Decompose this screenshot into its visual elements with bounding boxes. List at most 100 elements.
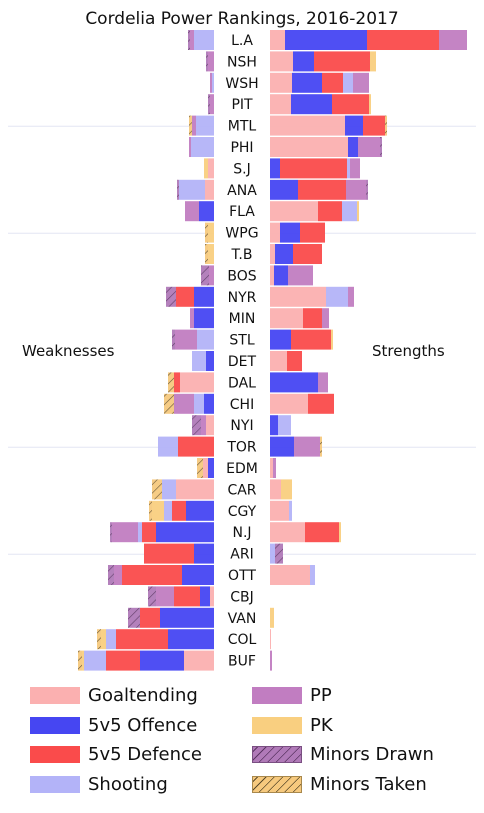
legend-label-shooting: Shooting [88,773,168,795]
bar-strength-buf-pp [270,650,272,671]
bar-weakness-ana-minors-drawn [177,179,179,200]
bar-weakness-nyr-5v5-defence [176,286,194,307]
team-label-ari: ARI [230,547,253,563]
bar-weakness-det-5v5-offence [206,351,214,371]
bar-weakness-wsh-shooting [212,72,214,93]
bar-strength-bos-5v5-offence [274,265,288,286]
team-label-chi: CHI [230,397,254,413]
bar-weakness-l-a-shooting [194,30,214,50]
bar-weakness-min-pp [190,308,194,329]
bar-strength-det-5v5-defence [287,351,302,371]
bar-weakness-t-b-minors-taken [205,244,208,264]
bar-strength-wpg-5v5-defence [300,222,325,243]
bar-weakness-nsh-minors-drawn [206,51,208,72]
bar-strength-nyr-shooting [326,286,348,307]
bar-strength-col-goaltending [270,629,271,650]
bar-strength-pit-pk [369,94,371,115]
bar-strength-n-j-pk [339,522,341,543]
bar-strength-phi-goaltending [270,137,348,157]
bar-weakness-n-j-minors-drawn [110,522,112,543]
bar-weakness-nyi-pp [201,415,206,436]
bar-weakness-tor-shooting [158,436,178,457]
legend-item-pp: PP [252,684,332,706]
legend-item-5v5-offence: 5v5 Offence [30,714,197,736]
legend-label-goaltending: Goaltending [88,684,198,706]
bar-strength-dal-5v5-offence [270,372,318,393]
bar-weakness-ana-shooting [179,179,205,200]
bar-weakness-bos-minors-drawn [201,265,209,286]
legend-item-minors-taken: Minors Taken [252,773,427,795]
legend-label-minors-drawn: Minors Drawn [310,743,434,765]
legend-swatch-pk [252,716,302,734]
bar-weakness-col-5v5-offence [168,629,214,650]
bar-strength-stl-5v5-offence [270,329,291,350]
bar-strength-n-j-5v5-defence [305,522,339,543]
bar-weakness-ari-5v5-offence [194,543,214,564]
bar-weakness-van-5v5-defence [140,607,160,628]
bar-strength-l-a-5v5-defence [367,30,439,50]
bar-strength-phi-pp [358,137,380,157]
bar-weakness-phi-shooting [191,137,214,157]
bar-weakness-n-j-5v5-defence [142,522,156,543]
bar-strength-s-j-pp [350,158,360,179]
team-label-edm: EDM [226,461,258,477]
team-label-phi: PHI [230,140,253,156]
team-label-t-b: T.B [231,247,253,263]
team-label-cbj: CBJ [230,589,254,605]
legend-swatch-5v5-offence [30,716,80,734]
bar-strength-l-a-pp [439,30,467,50]
team-label-ana: ANA [227,183,257,199]
bar-weakness-col-pk [101,629,106,650]
bar-strength-nsh-5v5-defence [314,51,370,72]
bar-strength-nyr-pp [348,286,354,307]
bar-weakness-ari-5v5-defence [144,543,194,564]
bar-strength-wsh-goaltending [270,72,292,93]
legend-item-5v5-defence: 5v5 Defence [30,743,202,765]
team-label-det: DET [228,354,257,370]
bar-weakness-tor-5v5-defence [178,436,214,457]
bar-strength-ana-pp [346,179,366,200]
bar-strength-car-pk [281,479,292,500]
bar-weakness-n-j-5v5-offence [156,522,214,543]
legend-swatch-shooting [30,775,80,793]
bar-weakness-cbj-5v5-offence [200,586,210,607]
chart-title: Cordelia Power Rankings, 2016-2017 [85,9,398,29]
team-label-col: COL [228,632,257,648]
bar-strength-phi-5v5-offence [348,137,358,157]
legend-swatch-minors-taken [252,775,302,793]
bar-strength-wpg-goaltending [270,222,280,243]
legend-item-shooting: Shooting [30,773,168,795]
bar-weakness-cgy-5v5-offence [186,500,214,521]
bar-strength-fla-shooting [342,201,357,222]
team-label-cgy: CGY [228,504,257,520]
legend-item-goaltending: Goaltending [30,684,198,706]
bar-strength-edm-goaltending [270,458,273,478]
bar-weakness-wpg-minors-taken [205,222,208,243]
bar-weakness-nyr-minors-drawn [166,286,176,307]
bar-weakness-n-j-shooting [138,522,142,543]
weaknesses-label: Weaknesses [22,342,115,360]
team-label-pit: PIT [231,97,253,113]
team-label-min: MIN [229,311,256,327]
bar-weakness-fla-pp [185,201,199,222]
bar-weakness-ana-goaltending [205,179,214,200]
bar-strength-dal-pp [318,372,328,393]
bar-strength-pit-5v5-offence [291,94,332,115]
team-label-buf: BUF [228,654,256,670]
bar-strength-min-goaltending [270,308,303,329]
legend-swatch-goaltending [30,686,80,704]
bar-strength-t-b-goaltending [270,244,275,264]
team-label-car: CAR [227,482,256,498]
team-label-n-j: N.J [232,525,251,541]
bar-strength-tor-minors-taken [320,436,322,457]
bar-strength-t-b-5v5-defence [293,244,322,264]
bar-strength-tor-pp [294,436,320,457]
bar-weakness-cbj-pp [156,586,174,607]
bar-strength-nyr-goaltending [270,286,326,307]
bar-strength-s-j-shooting [347,158,350,179]
team-label-l-a: L.A [231,33,253,49]
legend-label-5v5-offence: 5v5 Offence [88,714,198,736]
bar-weakness-car-shooting [162,479,176,500]
bar-weakness-buf-shooting [84,650,106,671]
bar-weakness-dal-minors-taken [168,372,174,393]
